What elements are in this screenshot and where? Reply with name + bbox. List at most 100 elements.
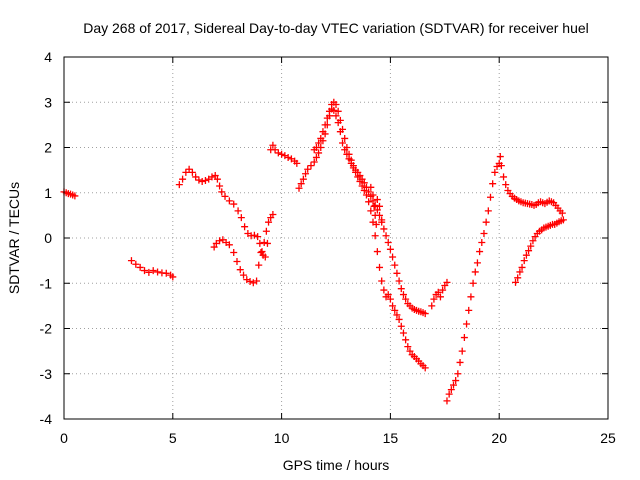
data-point [514,274,522,282]
data-point [454,370,462,378]
data-point [376,263,384,271]
data-point [188,168,196,176]
data-point [262,227,270,235]
data-point [397,285,405,293]
data-point [325,107,333,115]
data-point [317,134,325,142]
data-point [274,149,282,157]
data-point [169,273,177,281]
data-point [261,253,269,261]
y-axis-label: SDTVAR / TECUs [6,182,22,294]
data-point [208,173,216,181]
data-point [315,139,323,147]
data-point [372,220,380,228]
data-point [496,153,504,161]
data-point [299,175,307,183]
data-point [452,377,460,385]
data-point [434,288,442,296]
data-point [265,218,273,226]
data-point [302,170,310,178]
data-point [402,295,410,303]
data-point [516,268,524,276]
data-point [347,156,355,164]
data-point [473,259,481,267]
data-point [525,247,533,255]
data-point [269,210,277,218]
data-point [484,207,492,215]
data-point [386,245,394,253]
x-tick-label: 10 [274,430,290,446]
data-point [421,310,429,318]
y-tick-label: -1 [40,275,53,291]
data-point [460,334,468,342]
data-point [497,162,505,170]
data-point [145,268,153,276]
tick-labels: 0 5 10 15 20 25 -4 -3 -2 -1 0 1 2 3 4 [40,49,616,446]
data-point [365,198,373,206]
data-point [339,125,347,133]
data-point [365,188,373,196]
data-point [332,112,340,120]
y-tick-label: -3 [40,366,53,382]
data-point [471,268,479,276]
data-points [60,98,567,405]
data-point [512,278,520,286]
x-tick-label: 25 [600,430,616,446]
data-point [263,239,271,247]
data-point [154,268,162,276]
data-point [443,397,451,405]
data-point [323,114,331,122]
data-point [482,218,490,226]
data-point [480,229,488,237]
data-point [559,216,567,224]
data-point [421,364,429,372]
data-point [230,200,238,208]
data-point [391,261,399,269]
data-point [489,180,497,188]
data-point [293,159,301,167]
y-tick-label: 1 [44,185,52,201]
data-point [234,207,242,215]
data-point [295,184,303,192]
data-point [558,209,566,217]
data-point [195,176,203,184]
data-point [500,173,508,181]
data-point [213,175,221,183]
data-point [527,242,535,250]
data-point [230,248,238,256]
data-point [225,241,233,249]
data-point [330,106,338,114]
data-point [478,239,486,247]
x-axis-label: GPS time / hours [283,457,390,473]
data-point [371,232,379,240]
data-point [343,144,351,151]
data-point [253,277,261,285]
x-tick-label: 15 [383,430,399,446]
data-point [336,116,344,124]
data-point [185,165,193,173]
y-tick-label: 2 [44,140,52,156]
y-tick-label: -2 [40,321,53,337]
data-point [332,101,340,109]
data-point [334,107,342,115]
data-point [386,295,394,303]
data-point [389,253,397,261]
y-tick-label: 3 [44,94,52,110]
y-tick-label: 4 [44,49,52,65]
data-point [256,239,264,247]
data-point [312,153,320,161]
chart-title: Day 268 of 2017, Sidereal Day-to-day VTE… [83,20,589,36]
data-point [149,267,157,275]
data-point [456,358,464,366]
data-point [246,277,254,285]
data-point [210,243,218,251]
data-point [127,257,135,265]
data-point [250,231,258,239]
x-tick-label: 20 [491,430,507,446]
data-point [395,315,403,323]
data-point [384,291,392,299]
data-point [395,277,403,285]
data-point [367,183,375,191]
data-point [349,162,357,170]
